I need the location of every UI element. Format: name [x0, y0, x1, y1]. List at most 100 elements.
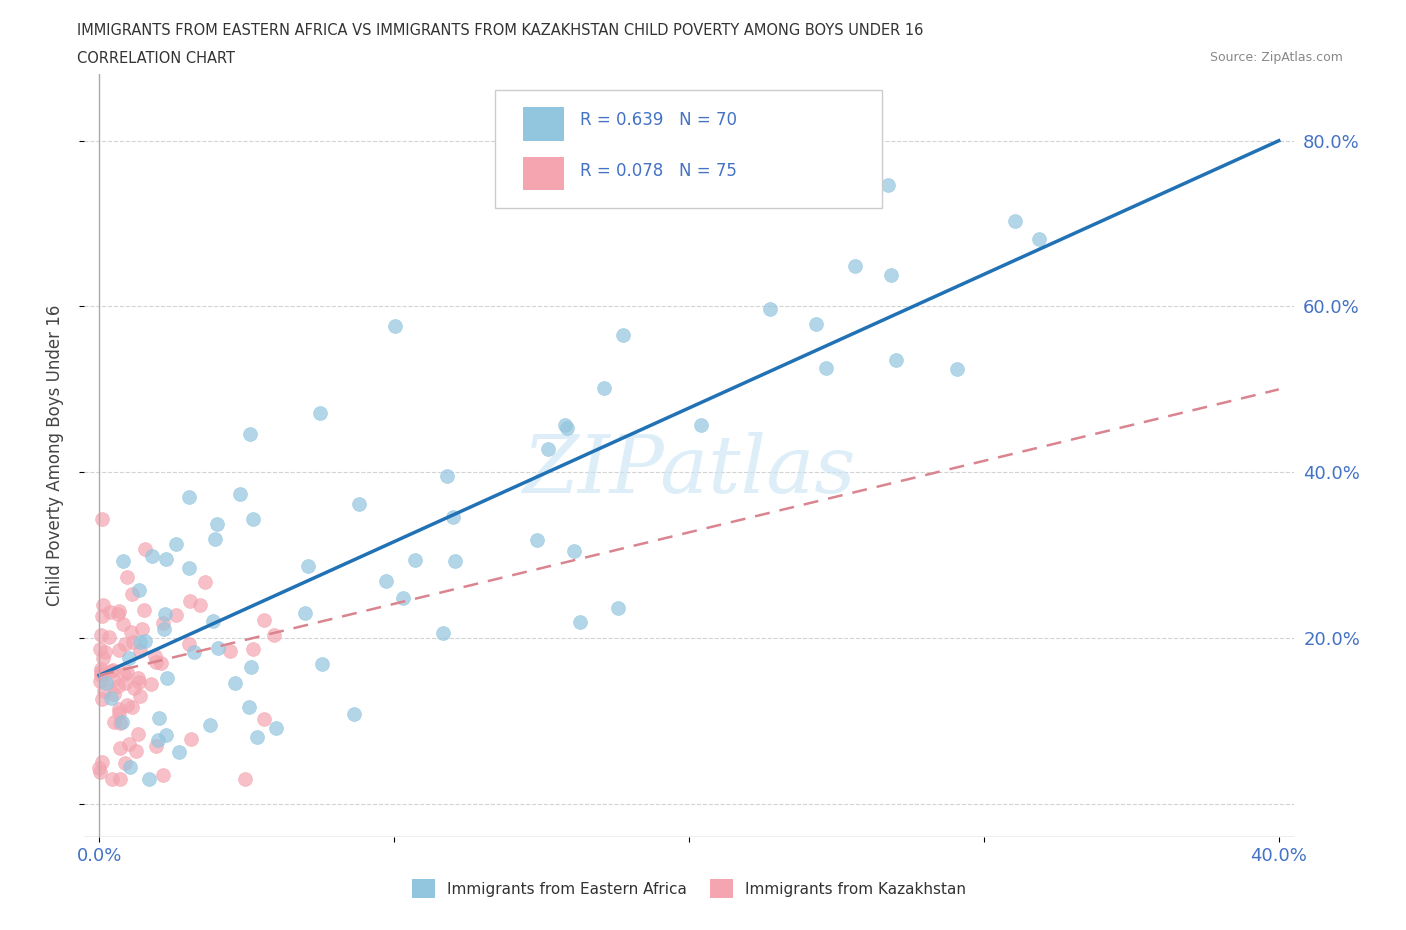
Point — [145, 738, 167, 753]
Point — [219, 644, 242, 658]
Text: IMMIGRANTS FROM EASTERN AFRICA VS IMMIGRANTS FROM KAZAKHSTAN CHILD POVERTY AMONG: IMMIGRANTS FROM EASTERN AFRICA VS IMMIGR… — [77, 23, 924, 38]
Point — [229, 486, 252, 501]
Point — [146, 732, 169, 747]
Point — [224, 675, 246, 690]
Point — [89, 760, 111, 775]
Point — [554, 418, 576, 432]
Point — [183, 644, 205, 659]
Point — [112, 667, 135, 682]
Point — [392, 591, 415, 606]
Point — [253, 612, 276, 627]
Point — [90, 668, 112, 683]
Point — [128, 583, 150, 598]
Point — [607, 601, 630, 616]
Point — [134, 633, 156, 648]
Point — [264, 721, 287, 736]
Point — [111, 617, 134, 631]
Point — [129, 634, 152, 649]
Point — [526, 532, 548, 547]
Point — [246, 729, 269, 744]
Point — [114, 636, 136, 651]
Point — [90, 664, 112, 679]
Point — [155, 727, 177, 742]
Point — [145, 649, 167, 664]
Point — [107, 705, 129, 720]
Point — [156, 671, 179, 685]
Point — [404, 552, 426, 567]
Point — [555, 420, 578, 435]
Point — [122, 634, 145, 649]
Point — [690, 418, 713, 432]
Point — [93, 684, 115, 698]
Point — [152, 616, 174, 631]
Point — [129, 644, 152, 658]
Point — [90, 627, 112, 642]
Point — [886, 352, 908, 367]
Point — [876, 178, 898, 193]
Point — [612, 327, 634, 342]
Point — [204, 531, 226, 546]
Point — [263, 628, 285, 643]
Point — [131, 621, 153, 636]
Point — [294, 605, 316, 620]
Point — [562, 544, 585, 559]
Point — [308, 405, 330, 420]
Point — [100, 691, 122, 706]
Point — [233, 772, 256, 787]
Point — [844, 259, 866, 273]
Point — [592, 380, 614, 395]
Point — [89, 673, 111, 688]
Point — [242, 642, 264, 657]
Point — [537, 442, 560, 457]
Point — [89, 642, 111, 657]
Point — [441, 510, 464, 525]
Point — [568, 614, 591, 629]
Point — [759, 301, 782, 316]
Point — [97, 630, 120, 644]
Point — [253, 712, 276, 727]
Point — [240, 659, 263, 674]
Point — [115, 665, 138, 680]
Point — [152, 767, 174, 782]
Point — [103, 687, 125, 702]
Point — [108, 702, 131, 717]
Point — [179, 593, 201, 608]
Point — [375, 573, 398, 588]
Point — [179, 637, 201, 652]
Point — [153, 622, 176, 637]
Point — [117, 570, 139, 585]
Point — [194, 575, 217, 590]
Point — [111, 715, 134, 730]
Point — [432, 626, 454, 641]
Point — [114, 675, 136, 690]
FancyBboxPatch shape — [495, 89, 883, 208]
Point — [108, 772, 131, 787]
Point — [121, 699, 143, 714]
Point — [98, 605, 121, 620]
Point — [90, 512, 112, 526]
Point — [141, 549, 163, 564]
Point — [122, 681, 145, 696]
Point — [110, 740, 132, 755]
Point — [101, 662, 124, 677]
Point — [91, 692, 114, 707]
Point — [242, 512, 264, 526]
Point — [207, 640, 229, 655]
Point — [103, 715, 125, 730]
Point — [201, 614, 224, 629]
Point — [200, 718, 222, 733]
Text: R = 0.078   N = 75: R = 0.078 N = 75 — [581, 162, 737, 180]
Point — [166, 537, 188, 551]
Point — [118, 650, 141, 665]
FancyBboxPatch shape — [523, 157, 564, 191]
Point — [946, 362, 969, 377]
Point — [132, 603, 155, 618]
Point — [121, 587, 143, 602]
Point — [436, 469, 458, 484]
Point — [1028, 232, 1050, 246]
Point — [145, 654, 167, 669]
Point — [118, 759, 141, 774]
Point — [91, 598, 114, 613]
Point — [108, 715, 131, 730]
Point — [177, 561, 200, 576]
